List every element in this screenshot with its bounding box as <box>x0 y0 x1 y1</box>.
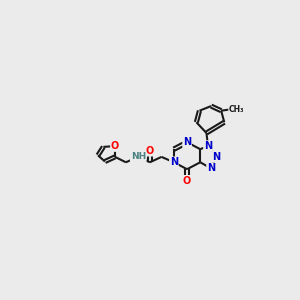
Text: O: O <box>111 141 119 151</box>
Text: NH: NH <box>130 152 146 161</box>
Text: N: N <box>183 137 191 147</box>
Text: O: O <box>183 176 191 186</box>
Text: O: O <box>146 146 154 156</box>
Text: N: N <box>212 152 220 162</box>
Text: CH₃: CH₃ <box>229 105 244 114</box>
Text: N: N <box>207 164 215 173</box>
Text: N: N <box>170 157 178 167</box>
Text: N: N <box>204 141 212 151</box>
